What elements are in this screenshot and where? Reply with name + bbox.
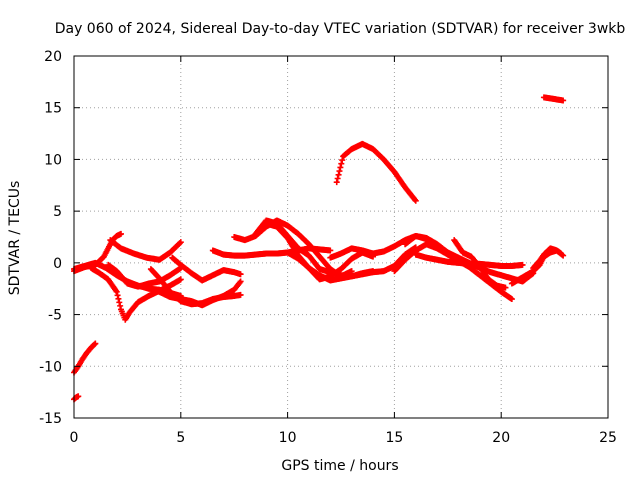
data-point xyxy=(336,168,343,175)
y-tick-label: 15 xyxy=(44,101,62,117)
data-point xyxy=(508,296,515,303)
series-track-w xyxy=(530,245,567,272)
grid-lines xyxy=(74,56,608,418)
y-tick-label: 5 xyxy=(53,204,62,220)
data-point xyxy=(116,299,123,306)
data-point xyxy=(337,164,344,171)
y-tick-label: 10 xyxy=(44,152,62,168)
x-tick-label: 20 xyxy=(492,430,510,446)
series-track-g xyxy=(107,237,184,263)
y-tick-label: -5 xyxy=(48,308,62,324)
series-track-t xyxy=(412,251,526,269)
series-track-p xyxy=(333,140,419,204)
series-track-x xyxy=(540,94,567,104)
data-point xyxy=(237,291,244,298)
axis-ticks: 0 5 10 15 20 25 -15 -10 -5 0 5 10 15 20 xyxy=(39,49,617,446)
data-point xyxy=(236,279,243,286)
y-tick-label: -10 xyxy=(39,359,62,375)
data-point xyxy=(348,268,355,275)
data-point xyxy=(502,284,509,291)
series-track-u xyxy=(451,237,509,291)
y-tick-label: -15 xyxy=(39,411,62,427)
data-points xyxy=(71,94,567,403)
data-point xyxy=(115,295,122,302)
data-point xyxy=(333,179,340,186)
plot-frame xyxy=(73,55,609,419)
data-point xyxy=(91,341,98,348)
y-axis-label: SDTVAR / TECUs xyxy=(7,181,23,296)
series-track-f xyxy=(105,261,184,290)
series-track-a xyxy=(71,340,99,376)
chart-title: Day 060 of 2024, Sidereal Day-to-day VTE… xyxy=(55,21,626,37)
data-point xyxy=(117,302,124,309)
data-point xyxy=(177,276,184,283)
data-point xyxy=(113,288,120,295)
series-track-b xyxy=(71,393,82,403)
data-point xyxy=(339,157,346,164)
data-point xyxy=(412,197,419,204)
data-point xyxy=(177,239,184,246)
data-point xyxy=(117,230,124,237)
x-tick-label: 0 xyxy=(70,430,79,446)
data-point xyxy=(237,278,244,285)
data-point xyxy=(560,97,567,104)
x-tick-label: 5 xyxy=(176,430,185,446)
data-point xyxy=(334,175,341,182)
data-point xyxy=(75,393,82,400)
x-tick-label: 25 xyxy=(599,430,617,446)
x-tick-label: 15 xyxy=(385,430,403,446)
data-point xyxy=(335,171,342,178)
x-axis-label: GPS time / hours xyxy=(281,458,398,474)
y-tick-label: 0 xyxy=(53,256,62,272)
data-point xyxy=(327,247,334,254)
data-point xyxy=(411,196,418,203)
data-point xyxy=(114,292,121,299)
x-tick-label: 10 xyxy=(279,430,297,446)
data-point xyxy=(560,252,567,259)
y-tick-label: 20 xyxy=(44,49,62,65)
series-track-i xyxy=(147,266,244,308)
data-point xyxy=(92,340,99,347)
data-point xyxy=(338,160,345,167)
data-point xyxy=(237,271,244,278)
series-track-j xyxy=(169,254,244,284)
data-point xyxy=(519,261,526,268)
